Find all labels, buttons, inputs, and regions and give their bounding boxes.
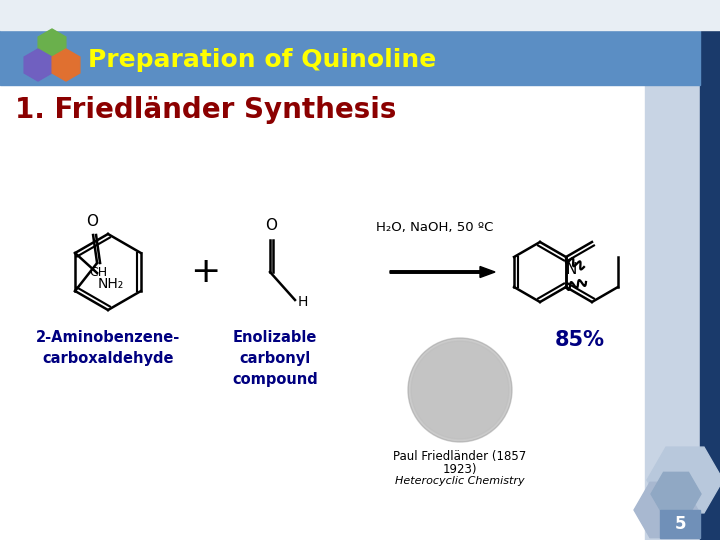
Bar	[660, 510, 700, 538]
Circle shape	[408, 338, 512, 442]
Text: Paul Friedländer (1857: Paul Friedländer (1857	[393, 450, 526, 463]
Text: NH₂: NH₂	[98, 277, 125, 291]
Text: O: O	[86, 214, 98, 229]
Text: O: O	[266, 218, 277, 233]
Polygon shape	[647, 447, 720, 513]
Text: N: N	[565, 262, 577, 278]
Text: Heterocyclic Chemistry: Heterocyclic Chemistry	[395, 476, 525, 486]
Bar	[0, 30, 700, 85]
Text: Preparation of Quinoline: Preparation of Quinoline	[88, 48, 436, 72]
Text: 85%: 85%	[555, 330, 605, 350]
Text: H₂O, NaOH, 50 ºC: H₂O, NaOH, 50 ºC	[377, 221, 494, 234]
Text: 1. Friedländer Synthesis: 1. Friedländer Synthesis	[15, 96, 397, 124]
Polygon shape	[651, 472, 701, 516]
Polygon shape	[38, 29, 66, 61]
Text: 2-Aminobenzene-
carboxaldehyde: 2-Aminobenzene- carboxaldehyde	[36, 330, 180, 366]
Circle shape	[411, 341, 509, 439]
Text: 5: 5	[674, 515, 685, 533]
Text: H: H	[298, 295, 308, 309]
Bar	[645, 0, 720, 540]
Polygon shape	[52, 49, 80, 81]
Text: Enolizable
carbonyl
compound: Enolizable carbonyl compound	[232, 330, 318, 387]
Polygon shape	[24, 49, 52, 81]
Polygon shape	[634, 482, 698, 538]
Text: 1923): 1923)	[443, 463, 477, 476]
Text: +: +	[190, 255, 220, 289]
FancyArrow shape	[390, 267, 495, 278]
Bar	[0, 0, 720, 30]
Bar	[700, 0, 720, 540]
Text: CH: CH	[89, 266, 107, 279]
